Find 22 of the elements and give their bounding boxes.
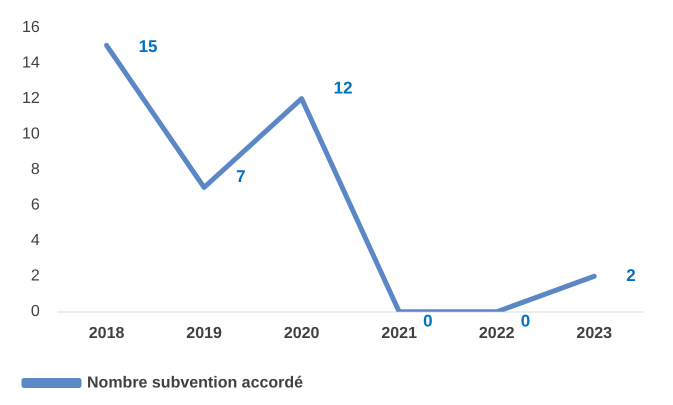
- y-tick-label: 2: [30, 268, 40, 285]
- x-tick-label: 2023: [576, 324, 612, 342]
- data-label: 0: [423, 311, 433, 330]
- legend-label: Nombre subvention accordé: [87, 374, 304, 392]
- x-tick-label: 2020: [284, 324, 320, 342]
- y-tick-label: 14: [22, 54, 40, 72]
- y-tick-label: 4: [30, 232, 40, 250]
- data-label: 0: [520, 311, 530, 330]
- x-tick-label: 2021: [381, 324, 418, 342]
- data-label: 2: [626, 266, 636, 285]
- y-tick-label: 16: [22, 19, 40, 36]
- x-tick-label: 2018: [88, 324, 124, 342]
- x-tick-label: 2019: [186, 324, 222, 342]
- y-tick-label: 8: [30, 161, 40, 178]
- x-tick-label: 2022: [478, 324, 515, 342]
- data-label: 15: [138, 37, 158, 56]
- data-label: 12: [334, 78, 353, 98]
- y-tick-label: 6: [30, 196, 40, 214]
- y-tick-label: 0: [30, 303, 40, 320]
- y-tick-label: 10: [22, 126, 40, 143]
- data-label: 7: [236, 167, 246, 186]
- y-tick-label: 12: [22, 90, 40, 108]
